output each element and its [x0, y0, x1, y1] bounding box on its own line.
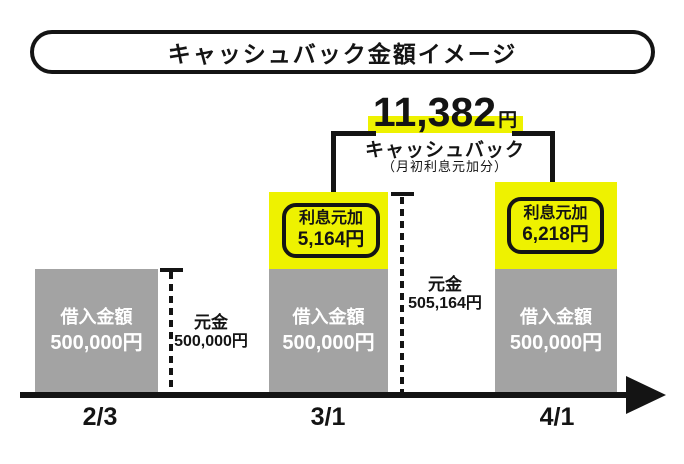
interest-box-label: 利息元加	[298, 210, 363, 228]
principal-tick-3-1	[391, 192, 414, 196]
principal-tick-2-3	[160, 268, 183, 272]
bar-borrowed-2-3: 借入金額 500,000円	[35, 269, 158, 393]
bar-borrowed-3-1: 借入金額 500,000円	[269, 269, 388, 393]
cashback-amount-unit: 円	[498, 110, 518, 131]
bar-value: 500,000円	[282, 331, 375, 354]
time-axis	[20, 392, 632, 398]
principal-dashed-line-3-1	[400, 197, 404, 393]
bar-label: 借入金額	[292, 307, 365, 328]
interest-box-3-1: 利息元加 5,164円	[282, 203, 380, 258]
axis-date-4-1: 4/1	[539, 403, 575, 431]
interest-box-value: 6,218円	[522, 223, 589, 245]
cashback-note: （月初利息元加分）	[381, 159, 508, 174]
bracket-vertical-right	[550, 131, 555, 198]
interest-box-label: 利息元加	[523, 205, 588, 223]
bar-label: 借入金額	[60, 307, 133, 328]
principal-label-2-3: 元金 500,000円	[171, 313, 251, 351]
bracket-horizontal-left	[331, 131, 376, 136]
principal-label-title: 元金	[428, 275, 462, 294]
interest-box-value: 5,164円	[297, 228, 365, 250]
principal-label-value: 505,164円	[408, 294, 482, 312]
bar-value: 500,000円	[509, 331, 603, 354]
cashback-amount-number: 11,382	[372, 89, 497, 135]
title-pill: キャッシュバック金額イメージ	[30, 30, 655, 74]
bracket-vertical-left	[331, 131, 336, 204]
axis-date-3-1: 3/1	[310, 403, 346, 431]
bracket-horizontal-right	[512, 131, 555, 136]
bar-value: 500,000円	[50, 331, 143, 354]
interest-box-4-1: 利息元加 6,218円	[507, 197, 604, 254]
axis-date-2-3: 2/3	[82, 403, 118, 431]
page-title: キャッシュバック金額イメージ	[167, 41, 518, 67]
cashback-label: キャッシュバック	[364, 140, 525, 161]
bar-borrowed-4-1: 借入金額 500,000円	[495, 269, 617, 393]
time-axis-arrow-icon	[626, 376, 666, 414]
bar-label: 借入金額	[520, 307, 592, 328]
cashback-amount: 11,382 円	[295, 92, 595, 133]
amount-highlight	[368, 116, 523, 133]
principal-label-title: 元金	[194, 313, 228, 332]
principal-label-value: 500,000円	[174, 332, 248, 350]
principal-label-3-1: 元金 505,164円	[402, 275, 488, 313]
principal-dashed-line-2-3	[169, 272, 173, 393]
